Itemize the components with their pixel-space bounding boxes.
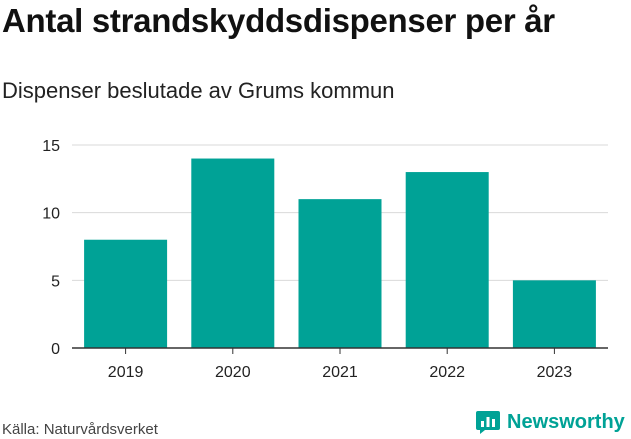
x-tick-label: 2023 bbox=[537, 364, 573, 381]
chart-title: Antal strandskyddsdispenser per år bbox=[2, 2, 555, 39]
y-tick-label: 5 bbox=[51, 273, 60, 290]
y-tick-label: 0 bbox=[51, 341, 60, 358]
brand-name: Newsworthy bbox=[507, 410, 625, 433]
y-tick-label: 15 bbox=[42, 138, 60, 155]
chart-subtitle: Dispenser beslutade av Grums kommun bbox=[2, 78, 395, 103]
y-tick-label: 10 bbox=[42, 206, 60, 223]
source-note: Källa: Naturvårdsverket bbox=[2, 421, 158, 438]
x-tick-label: 2021 bbox=[322, 364, 358, 381]
newsworthy-logo-icon bbox=[476, 411, 500, 434]
bar-2019 bbox=[84, 239, 168, 348]
bar-chart: 0 5 10 15 2019 2020 2021 2022 2023 bbox=[42, 138, 608, 381]
bar-2023 bbox=[512, 280, 596, 348]
y-axis-ticks: 0 5 10 15 bbox=[42, 138, 60, 358]
bar-2020 bbox=[191, 158, 275, 348]
x-axis-ticks: 2019 2020 2021 2022 2023 bbox=[108, 348, 572, 381]
bar-2022 bbox=[405, 172, 489, 348]
brand-logo: Newsworthy bbox=[475, 408, 625, 436]
bars bbox=[84, 158, 596, 348]
bar-2021 bbox=[298, 199, 382, 348]
x-tick-label: 2019 bbox=[108, 364, 144, 381]
x-tick-label: 2020 bbox=[215, 364, 251, 381]
x-tick-label: 2022 bbox=[429, 364, 465, 381]
